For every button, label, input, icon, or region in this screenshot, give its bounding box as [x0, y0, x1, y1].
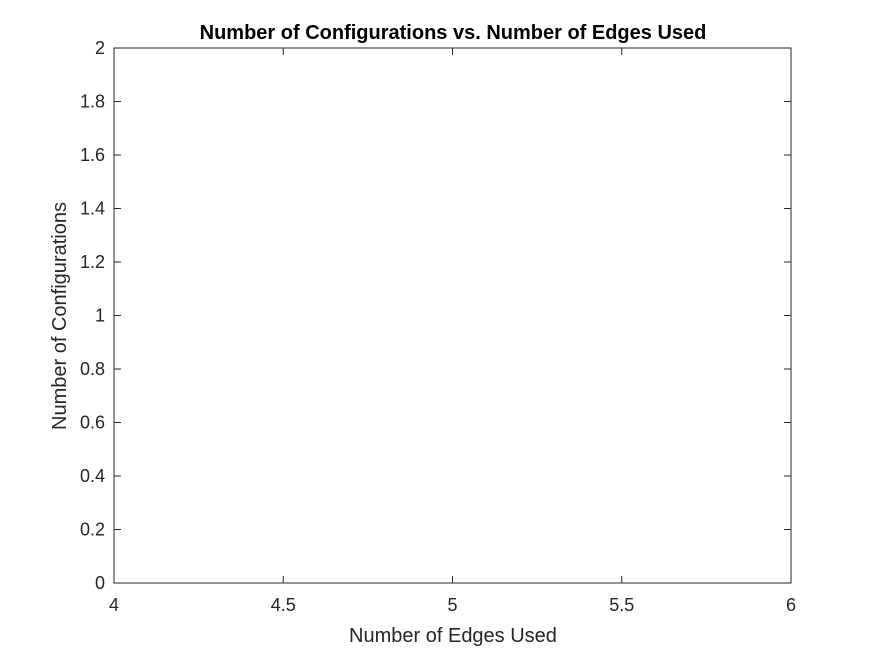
- x-tick-label: 4.5: [271, 595, 296, 615]
- x-tick-label: 5.5: [609, 595, 634, 615]
- y-tick-label: 1: [95, 306, 105, 326]
- plot-background: [114, 48, 791, 583]
- ticks-layer: 4 4.5 5 5.5 6 0 0.2 0.4 0.6 0.8 1 1.2 1.4 1.6 1.8 2: [80, 38, 796, 615]
- y-tick-label: 1.4: [80, 199, 105, 219]
- y-tick-label: 0.4: [80, 466, 105, 486]
- y-tick-label: 1.8: [80, 92, 105, 112]
- axes-box: [113, 47, 792, 584]
- plot-area: [114, 48, 791, 583]
- x-tick-label: 6: [786, 595, 796, 615]
- y-tick-label: 0: [95, 573, 105, 593]
- y-tick-label: 0.8: [80, 359, 105, 379]
- y-tick-label: 1.6: [80, 145, 105, 165]
- x-tick-label: 4: [109, 595, 119, 615]
- chart-title: Number of Configurations vs. Number of E…: [200, 22, 707, 44]
- x-axis-label: Number of Edges Used: [349, 625, 557, 647]
- y-tick-label: 0.6: [80, 413, 105, 433]
- x-tick-label: 5: [447, 595, 457, 615]
- y-axis-label: Number of Configurations: [49, 202, 71, 430]
- y-tick-label: 0.2: [80, 520, 105, 540]
- y-tick-label: 1.2: [80, 252, 105, 272]
- y-tick-label: 2: [95, 38, 105, 58]
